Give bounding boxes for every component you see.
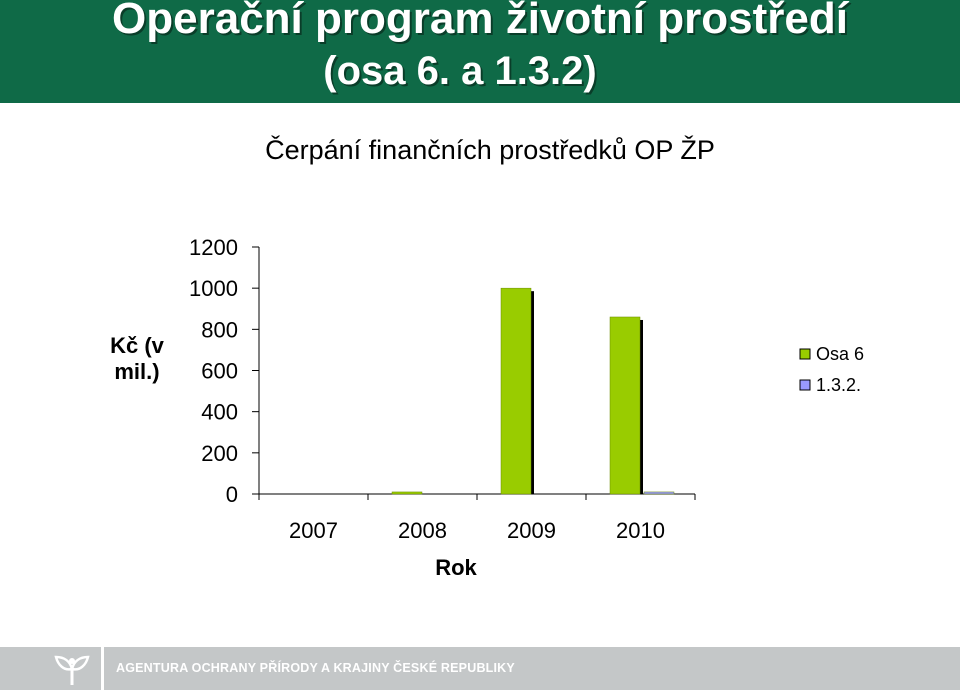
bar bbox=[500, 287, 532, 495]
chart-legend: Osa 6 1.3.2. bbox=[799, 344, 864, 395]
page-title: Operační program životní prostředí bbox=[112, 0, 848, 43]
bar bbox=[609, 316, 641, 495]
legend-swatch bbox=[799, 348, 811, 360]
chart-axes: 0 200 400 600 800 1000 1200 2007 2008 2009 2010 Rok bbox=[189, 235, 696, 580]
legend-label: Osa 6 bbox=[816, 344, 864, 364]
bar-chart: 0 200 400 600 800 1000 1200 2007 2008 2009 2010 Rok… bbox=[189, 235, 864, 580]
x-tick-label: 2009 bbox=[507, 518, 556, 543]
bar bbox=[643, 491, 675, 495]
page-subtitle: (osa 6. a 1.3.2) bbox=[323, 49, 597, 93]
y-tick-label: 200 bbox=[201, 441, 238, 466]
footer-bar: AGENTURA OCHRANY PŘÍRODY A KRAJINY ČESKÉ… bbox=[0, 647, 960, 690]
bar bbox=[391, 491, 423, 495]
y-tick-label: 600 bbox=[201, 359, 238, 384]
x-axis-label: Rok bbox=[435, 555, 477, 580]
y-tick-label: 1200 bbox=[189, 235, 238, 260]
chart-title: Čerpání finančních prostředků OP ŽP bbox=[265, 135, 715, 165]
legend-label: 1.3.2. bbox=[816, 375, 861, 395]
x-tick-label: 2007 bbox=[289, 518, 338, 543]
y-axis-label: Kč (v mil.) bbox=[110, 333, 164, 384]
chart-bars bbox=[391, 287, 675, 495]
footer-separator bbox=[101, 647, 104, 690]
footer-agency-name: AGENTURA OCHRANY PŘÍRODY A KRAJINY ČESKÉ… bbox=[116, 661, 515, 675]
y-tick-label: 0 bbox=[226, 482, 238, 507]
x-tick-label: 2010 bbox=[616, 518, 665, 543]
leaf-logo-icon bbox=[54, 655, 90, 685]
y-tick-label: 400 bbox=[201, 400, 238, 425]
y-tick-label: 800 bbox=[201, 317, 238, 342]
x-tick-label: 2008 bbox=[398, 518, 447, 543]
header-banner: Operační program životní prostředí (osa … bbox=[0, 0, 960, 103]
y-tick-label: 1000 bbox=[189, 276, 238, 301]
legend-swatch bbox=[799, 379, 811, 391]
